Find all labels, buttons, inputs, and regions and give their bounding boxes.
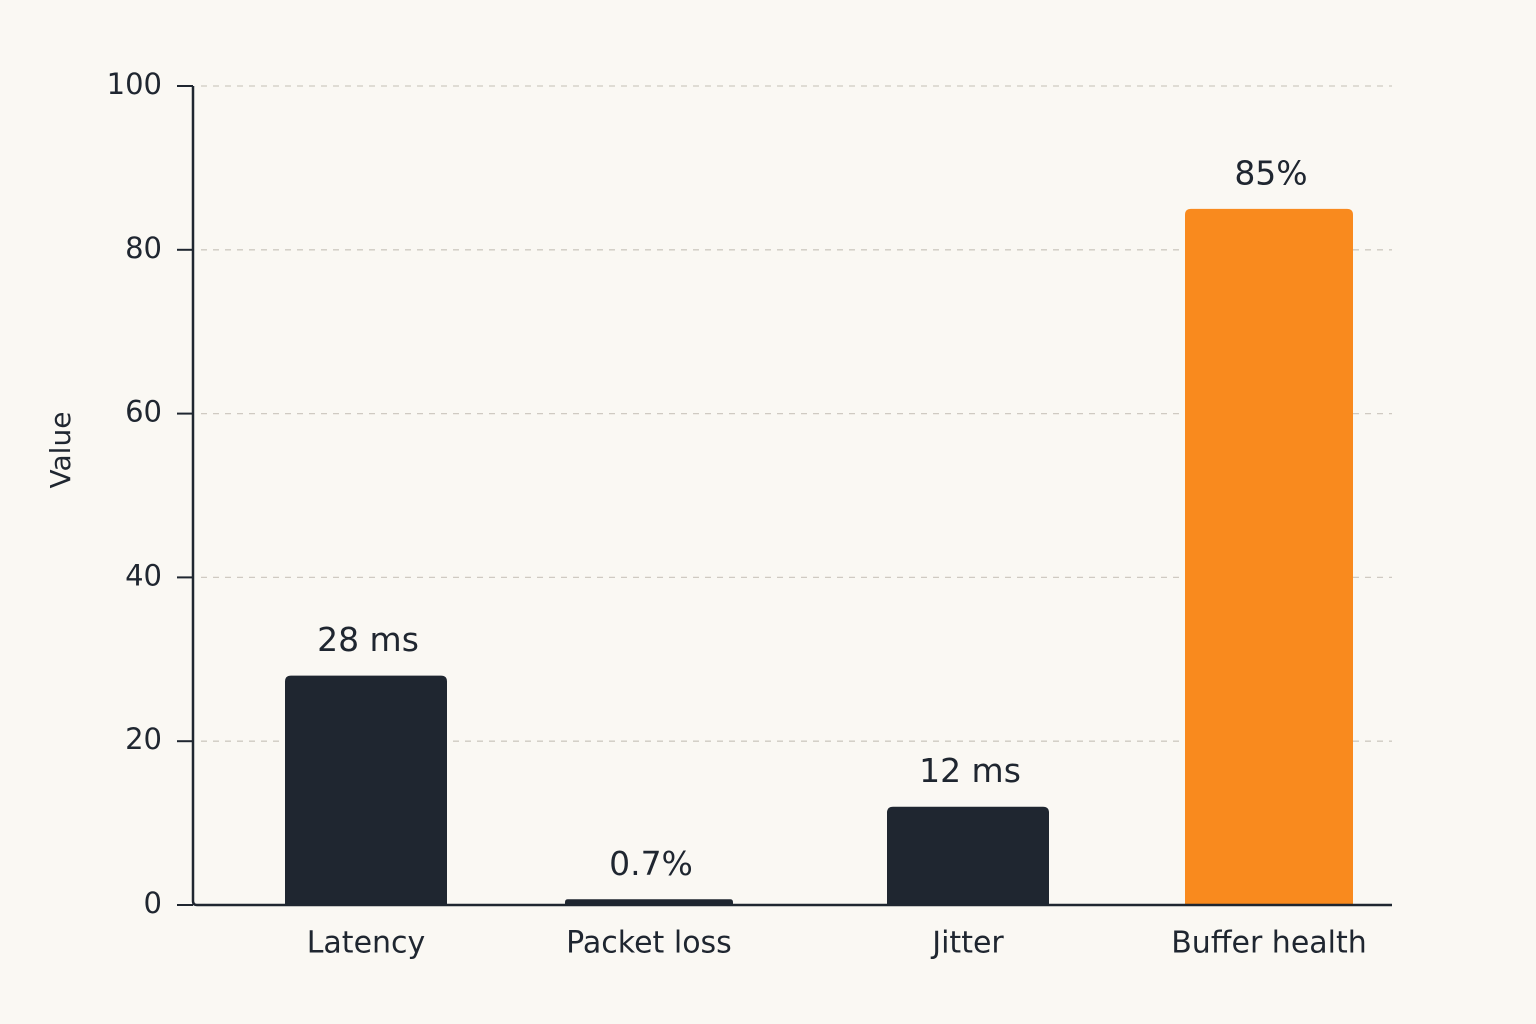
- x-tick-label: Latency: [307, 926, 426, 961]
- value-label: 85%: [1234, 153, 1307, 192]
- y-tick-label: 80: [125, 231, 162, 265]
- y-axis-label: Value: [44, 412, 77, 489]
- value-label: 28 ms: [317, 620, 419, 659]
- bar: [1185, 208, 1353, 906]
- y-tick-label: 60: [125, 395, 162, 429]
- y-tick-label: 100: [107, 67, 162, 101]
- y-tick-label: 20: [125, 722, 162, 756]
- x-tick-label: Jitter: [930, 926, 1004, 961]
- axes: [191, 86, 1392, 907]
- value-label: 12 ms: [919, 751, 1021, 790]
- bar: [887, 806, 1049, 905]
- x-tick-label: Packet loss: [566, 926, 732, 961]
- value-label: 0.7%: [609, 844, 693, 883]
- bar: [285, 675, 447, 905]
- bar: [565, 899, 733, 905]
- y-tick-label: 0: [144, 886, 162, 920]
- y-tick-label: 40: [125, 558, 162, 592]
- x-tick-label: Buffer health: [1171, 926, 1367, 961]
